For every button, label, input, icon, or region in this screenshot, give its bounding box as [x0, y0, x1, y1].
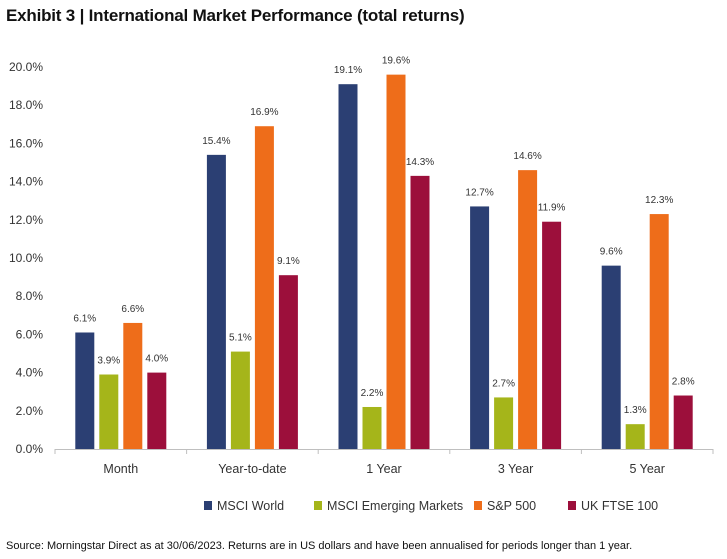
data-label: 2.7% [492, 378, 515, 389]
y-tick-label: 10.0% [9, 251, 43, 265]
bar-msci-world-year-to-date [206, 154, 226, 450]
data-label: 16.9% [250, 107, 278, 118]
data-label: 6.6% [121, 304, 144, 315]
bar-s-p-500-5-year [649, 214, 669, 449]
legend-swatch [314, 501, 322, 510]
bar-msci-world-3-year [470, 206, 490, 449]
data-label: 5.1% [229, 333, 252, 344]
bar-msci-emerging-markets-month [99, 374, 119, 449]
data-label: 12.7% [465, 187, 493, 198]
chart-title: Exhibit 3 | International Market Perform… [6, 6, 465, 25]
bar-msci-world-1-year [338, 84, 358, 449]
y-tick-label: 4.0% [16, 366, 44, 380]
bar-chart: 0.0% 2.0% 4.0% 6.0% 8.0% 10.0% 12.0% 14.0% 16.0%… [9, 56, 714, 513]
data-labels: 6.1% 3.9% 6.6% 4.0% 15.4% 5.1% 16.9% 9.1% 19.1% 2… [73, 56, 694, 417]
bar-uk-ftse-100-year-to-date [278, 275, 298, 449]
data-label: 2.2% [361, 388, 384, 399]
x-tick-label: 5 Year [629, 462, 664, 476]
data-label: 11.9% [538, 203, 566, 214]
bar-msci-world-month [75, 332, 95, 449]
legend-swatch [204, 501, 212, 510]
bar-uk-ftse-100-3-year [542, 221, 562, 449]
y-tick-label: 6.0% [16, 327, 44, 341]
legend-label: MSCI Emerging Markets [327, 499, 463, 513]
bar-s-p-500-month [123, 322, 143, 449]
data-label: 19.6% [382, 56, 410, 67]
y-tick-label: 8.0% [16, 289, 44, 303]
y-tick-label: 20.0% [9, 60, 43, 74]
legend-label: MSCI World [217, 499, 284, 513]
bar-s-p-500-1-year [386, 74, 406, 449]
bar-uk-ftse-100-month [147, 372, 167, 449]
bar-s-p-500-3-year [518, 170, 538, 449]
data-label: 2.8% [672, 377, 695, 388]
legend-label: S&P 500 [487, 499, 536, 513]
data-label: 3.9% [97, 356, 120, 367]
data-label: 9.6% [600, 247, 623, 258]
y-tick-label: 12.0% [9, 213, 43, 227]
data-label: 12.3% [645, 195, 673, 206]
legend: MSCI World MSCI Emerging Markets S&P 500 UK… [204, 499, 658, 513]
bar-uk-ftse-100-5-year [673, 395, 693, 449]
bar-msci-emerging-markets-3-year [494, 397, 514, 449]
legend-swatch [568, 501, 576, 510]
data-label: 4.0% [145, 354, 168, 365]
source-note: Source: Morningstar Direct as at 30/06/2… [6, 540, 633, 552]
y-tick-label: 2.0% [16, 404, 44, 418]
bar-msci-world-5-year [601, 265, 621, 449]
bar-msci-emerging-markets-year-to-date [230, 351, 250, 449]
y-axis: 0.0% 2.0% 4.0% 6.0% 8.0% 10.0% 12.0% 14.0% 16.0%… [9, 60, 43, 456]
data-label: 14.3% [406, 157, 434, 168]
legend-swatch [474, 501, 482, 510]
bar-msci-emerging-markets-1-year [362, 406, 382, 449]
x-axis: Month Year-to-date 1 Year 3 Year 5 Year [54, 449, 714, 476]
data-label: 14.6% [513, 151, 541, 162]
y-tick-label: 14.0% [9, 175, 43, 189]
data-label: 9.1% [277, 256, 300, 267]
x-tick-label: 1 Year [366, 462, 401, 476]
data-label: 6.1% [73, 313, 96, 324]
y-tick-label: 16.0% [9, 136, 43, 150]
bar-msci-emerging-markets-5-year [625, 424, 645, 449]
x-tick-label: Month [103, 462, 138, 476]
x-tick-label: Year-to-date [218, 462, 286, 476]
data-label: 19.1% [334, 65, 362, 76]
x-tick-label: 3 Year [498, 462, 533, 476]
y-tick-label: 18.0% [9, 98, 43, 112]
data-label: 1.3% [624, 405, 647, 416]
legend-label: UK FTSE 100 [581, 499, 658, 513]
y-tick-label: 0.0% [16, 442, 44, 456]
bar-s-p-500-year-to-date [254, 126, 274, 450]
bar-uk-ftse-100-1-year [410, 175, 430, 449]
data-label: 15.4% [202, 136, 230, 147]
bars [75, 74, 693, 450]
